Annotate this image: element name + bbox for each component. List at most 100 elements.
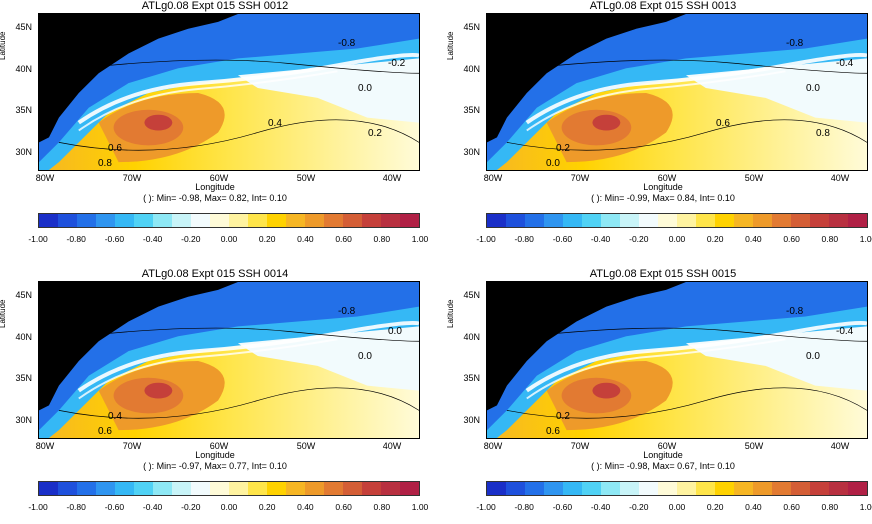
- colorbar-tick-label: 0.60: [783, 502, 800, 512]
- colorbar-swatch: [229, 482, 248, 495]
- y-tick-label: 30N: [15, 415, 32, 425]
- colorbar-tick-label: -0.60: [552, 502, 573, 512]
- x-tick-label: 70W: [570, 173, 590, 183]
- colorbar-swatch: [210, 482, 229, 495]
- contour-label: 0.0: [358, 351, 372, 362]
- colorbar-swatch: [582, 214, 601, 227]
- colorbar-swatch: [229, 214, 248, 227]
- colorbar-swatch: [772, 482, 791, 495]
- land-mask: [487, 282, 686, 411]
- y-tick-label: 30N: [463, 415, 480, 425]
- contour-label: 0.2: [368, 128, 382, 139]
- colorbar-tick-label: 1.00: [859, 234, 872, 244]
- contour-label: -0.2: [388, 58, 406, 69]
- contour-label: 0.2: [556, 411, 570, 422]
- colorbar-swatch: [153, 214, 172, 227]
- colorbar-tick-label: -0.80: [514, 502, 534, 512]
- x-tick-label: 60W: [657, 173, 677, 183]
- y-tick-label: 30N: [463, 147, 480, 157]
- y-axis-label: Latitude: [0, 299, 7, 328]
- colorbar-tick-label: -0.40: [142, 234, 163, 244]
- colorbar-swatch: [829, 482, 848, 495]
- stats-line: ( ): Min= -0.97, Max= 0.77, Int= 0.10: [143, 461, 287, 471]
- ssh-panel-2: ATLg0.08 Expt 015 SSH 0013 Latitude 45N 40N…: [446, 0, 872, 256]
- contour-label: 0.6: [716, 118, 730, 129]
- colorbar-swatch: [286, 482, 305, 495]
- x-tick-label: 50W: [744, 441, 764, 451]
- colorbar-tick-label: 0.00: [668, 234, 686, 244]
- stats-line: ( ): Min= -0.98, Max= 0.67, Int= 0.10: [591, 461, 735, 471]
- colorbar-tick-label: 0.40: [297, 502, 314, 512]
- colorbar: [486, 213, 868, 228]
- gulf-stream-front: [77, 320, 419, 393]
- colorbar-swatch: [39, 482, 58, 495]
- colorbar-swatch: [639, 482, 658, 495]
- x-tick-label: 60W: [657, 441, 677, 451]
- colorbar-swatch: [248, 214, 267, 227]
- land-mask: [487, 14, 686, 143]
- colorbar-tick-label: 0.60: [783, 234, 800, 244]
- colorbar-swatch: [525, 214, 544, 227]
- contour-label: 0.0: [806, 83, 820, 94]
- colorbar-swatch: [343, 214, 362, 227]
- ssh-panel-3: ATLg0.08 Expt 015 SSH 0014 Latitude 45N 40N…: [0, 268, 430, 524]
- colorbar: [486, 481, 868, 496]
- colorbar-swatch: [115, 214, 134, 227]
- ssh-map: [38, 281, 420, 439]
- colorbar-swatch: [696, 482, 715, 495]
- x-tick-label: 70W: [570, 441, 590, 451]
- colorbar-swatch: [525, 482, 544, 495]
- contour-label: 0.2: [556, 143, 570, 154]
- colorbar-swatch: [267, 482, 286, 495]
- x-tick-label: 40W: [382, 173, 402, 183]
- x-tick-label: 70W: [122, 441, 142, 451]
- colorbar-tick-label: 0.20: [258, 234, 276, 244]
- colorbar-tick-label: 0.60: [335, 502, 352, 512]
- land-mask: [39, 14, 238, 143]
- colorbar-tick-label: 0.40: [745, 502, 762, 512]
- colorbar-swatch: [305, 214, 324, 227]
- colorbar-tick-label: -0.40: [142, 502, 163, 512]
- colorbar-swatch: [677, 482, 696, 495]
- colorbar-swatch: [696, 214, 715, 227]
- gulf-stream-front: [77, 52, 419, 125]
- colorbar-tick-label: -1.00: [28, 502, 48, 512]
- x-tick-label: 40W: [830, 441, 850, 451]
- colorbar-tick-label: -0.80: [514, 234, 534, 244]
- colorbar-tick-label: 0.00: [220, 502, 238, 512]
- colorbar-swatch: [400, 482, 419, 495]
- colorbar-swatch: [753, 214, 772, 227]
- x-tick-label: 70W: [122, 173, 142, 183]
- colorbar-swatch: [134, 482, 153, 495]
- colorbar-tick-label: 1.00: [411, 502, 429, 512]
- ssh-panel-4: ATLg0.08 Expt 015 SSH 0015 Latitude 45N 40N…: [446, 268, 872, 524]
- y-tick-label: 45N: [463, 22, 480, 32]
- colorbar-tick-label: 0.80: [821, 502, 839, 512]
- colorbar-swatch: [544, 214, 563, 227]
- contour-label: -0.4: [836, 58, 854, 69]
- colorbar-tick-label: 1.00: [859, 502, 872, 512]
- colorbar-swatch: [848, 482, 867, 495]
- colorbar-swatch: [658, 214, 677, 227]
- panel-title: ATLg0.08 Expt 015 SSH 0014: [141, 268, 289, 280]
- contour-label: 0.0: [388, 326, 402, 337]
- colorbar-swatch: [77, 214, 96, 227]
- colorbar-tick-label: 0.00: [220, 234, 238, 244]
- x-tick-label: 40W: [382, 441, 402, 451]
- y-tick-label: 40N: [15, 332, 32, 342]
- contour-label: 0.4: [108, 411, 122, 422]
- colorbar-swatch: [544, 482, 563, 495]
- x-axis-label: Longitude: [643, 182, 683, 192]
- colorbar-tick-label: -0.20: [181, 502, 201, 512]
- colorbar-swatch: [506, 214, 525, 227]
- contour-label: 0.8: [98, 158, 112, 169]
- colorbar-tick-label: 0.80: [373, 502, 391, 512]
- contour-label: -0.8: [338, 306, 356, 317]
- ssh-map: [486, 13, 868, 171]
- x-tick-label: 80W: [35, 441, 55, 451]
- colorbar-tick-label: 0.60: [335, 234, 352, 244]
- colorbar-tick-label: 0.40: [297, 234, 314, 244]
- y-tick-label: 35N: [15, 373, 32, 383]
- x-tick-label: 80W: [35, 173, 55, 183]
- colorbar-swatch: [829, 214, 848, 227]
